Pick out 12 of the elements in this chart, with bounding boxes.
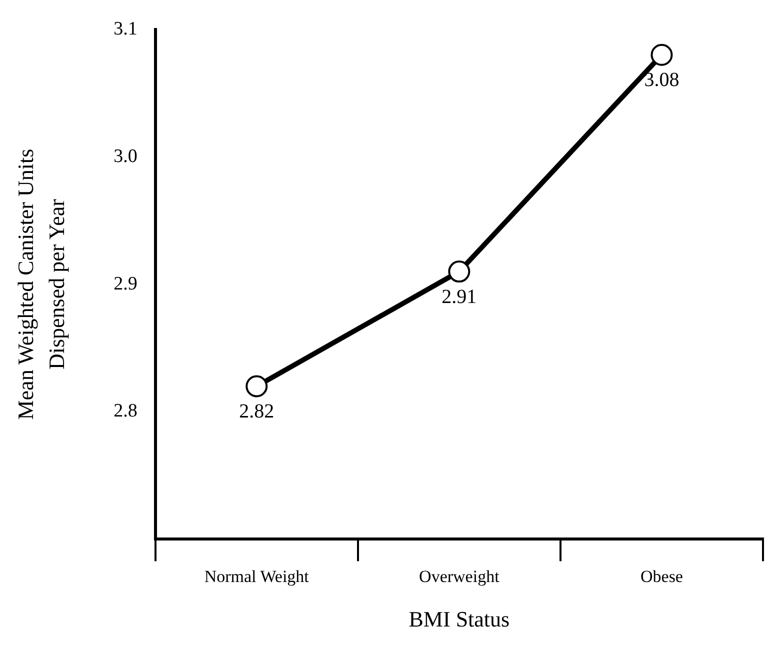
data-label: 2.82	[239, 400, 274, 423]
x-tick-label: Normal Weight	[204, 566, 310, 586]
x-axis-title: BMI Status	[408, 606, 510, 632]
y-tick-label: 3.1	[114, 18, 138, 40]
y-tick-label: 2.8	[114, 400, 138, 422]
y-tick-label: 3.0	[114, 146, 138, 167]
y-tick-label: 2.9	[114, 273, 138, 294]
x-tick-label: Overweight	[419, 566, 500, 586]
x-tick-label: Obese	[640, 566, 683, 586]
data-label: 2.91	[442, 286, 477, 308]
data-label: 3.08	[644, 69, 680, 92]
y-axis-title: Mean Weighted Canister Units Dispensed per Year	[13, 148, 69, 420]
